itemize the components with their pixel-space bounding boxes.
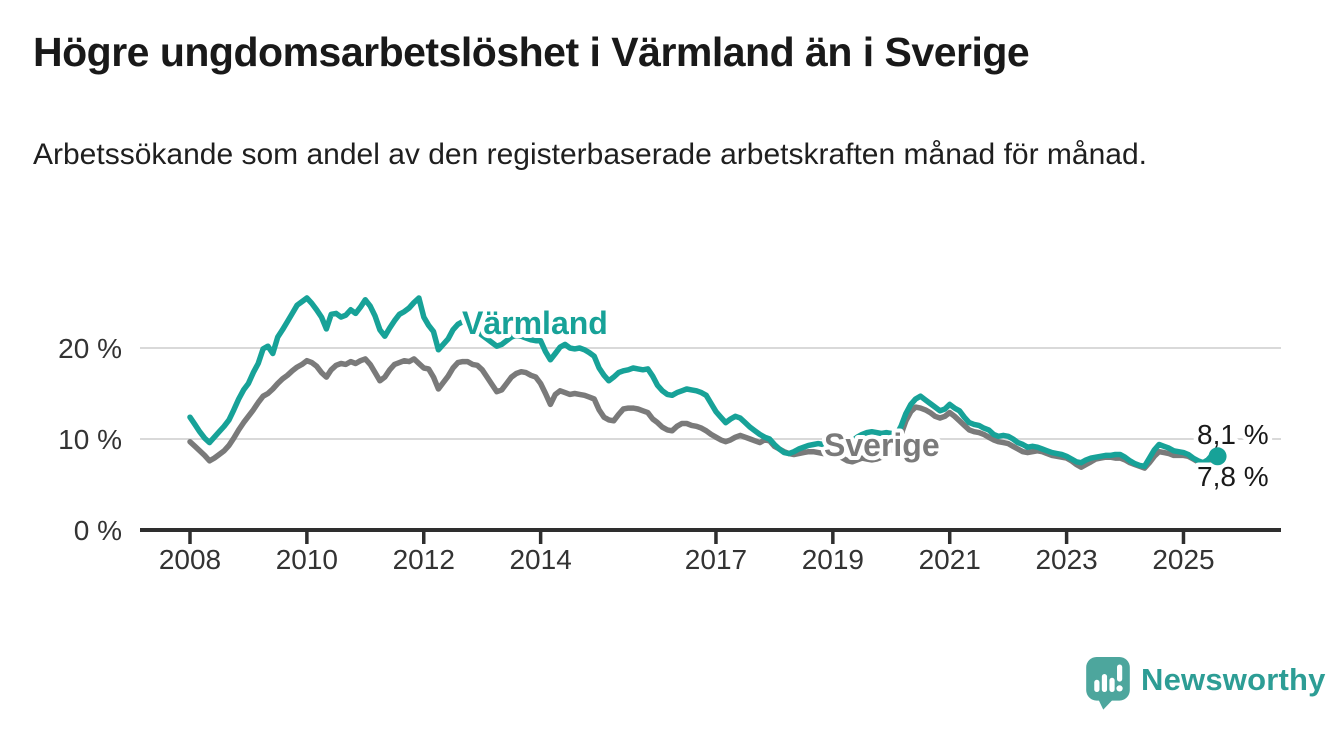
x-axis-label: 2021 xyxy=(919,544,981,575)
x-axis-label: 2010 xyxy=(276,544,338,575)
end-value-label-sverige: 7,8 % xyxy=(1197,461,1269,492)
vrmland-line xyxy=(187,295,1221,470)
x-axis-label: 2019 xyxy=(802,544,864,575)
end-value-label-vrmland: 8,1 % xyxy=(1197,419,1269,450)
x-axis-label: 2017 xyxy=(685,544,747,575)
newsworthy-logo: Newsworthy xyxy=(1085,656,1326,711)
series-label-vrmland: Värmland xyxy=(462,305,608,341)
page-subtitle: Arbetssökande som andel av den registerb… xyxy=(33,138,1147,171)
page-title: Högre ungdomsarbetslöshet i Värmland än … xyxy=(33,29,1030,75)
newsworthy-logo-icon xyxy=(1086,656,1130,710)
x-axis-label: 2014 xyxy=(509,544,571,575)
y-axis-label: 0 % xyxy=(74,515,122,546)
x-axis-label: 2008 xyxy=(159,544,221,575)
series-end-dot xyxy=(1208,447,1227,466)
y-axis-label: 10 % xyxy=(58,424,122,455)
y-axis-label: 20 % xyxy=(58,333,122,364)
newsworthy-logo-text: Newsworthy xyxy=(1141,662,1326,697)
series-label-sverige: Sverige xyxy=(824,427,940,463)
x-axis-label: 2023 xyxy=(1035,544,1097,575)
x-axis-label: 2012 xyxy=(393,544,455,575)
sverige-line xyxy=(187,356,1221,471)
x-axis-label: 2025 xyxy=(1152,544,1214,575)
